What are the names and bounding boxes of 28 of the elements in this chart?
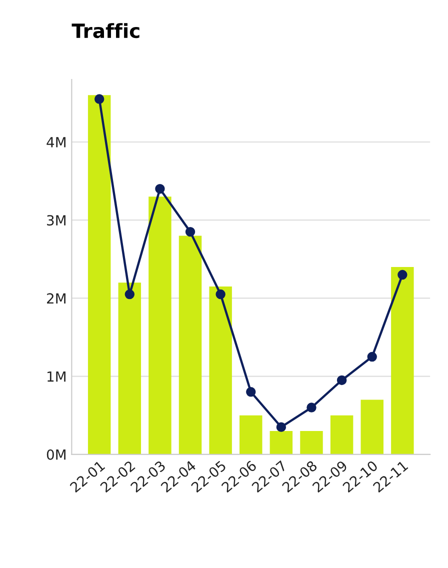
- point: [336, 375, 347, 386]
- point: [276, 422, 286, 432]
- point: [155, 184, 165, 194]
- bar: [209, 286, 232, 454]
- bar: [270, 430, 293, 454]
- bar: [391, 266, 414, 454]
- point: [94, 94, 104, 104]
- bar: [240, 415, 262, 454]
- y-tick-label: 2M: [47, 293, 66, 304]
- y-tick-label: 0M: [46, 449, 66, 460]
- point: [185, 226, 196, 237]
- y-tick-label: 3M: [47, 215, 66, 226]
- bar: [148, 196, 172, 454]
- bar: [360, 400, 384, 454]
- point: [306, 402, 316, 412]
- y-tick-label: 1M: [48, 371, 66, 382]
- y-tick-label: 4M: [46, 137, 66, 148]
- point: [246, 387, 256, 397]
- point: [367, 352, 377, 362]
- point: [124, 289, 135, 300]
- bar: [118, 282, 142, 454]
- bar: [300, 430, 323, 454]
- chart-title: Traffic: [72, 23, 140, 38]
- bar: [88, 95, 111, 454]
- bar: [330, 415, 354, 454]
- bar: [178, 236, 202, 454]
- point: [398, 270, 408, 280]
- point: [216, 289, 226, 300]
